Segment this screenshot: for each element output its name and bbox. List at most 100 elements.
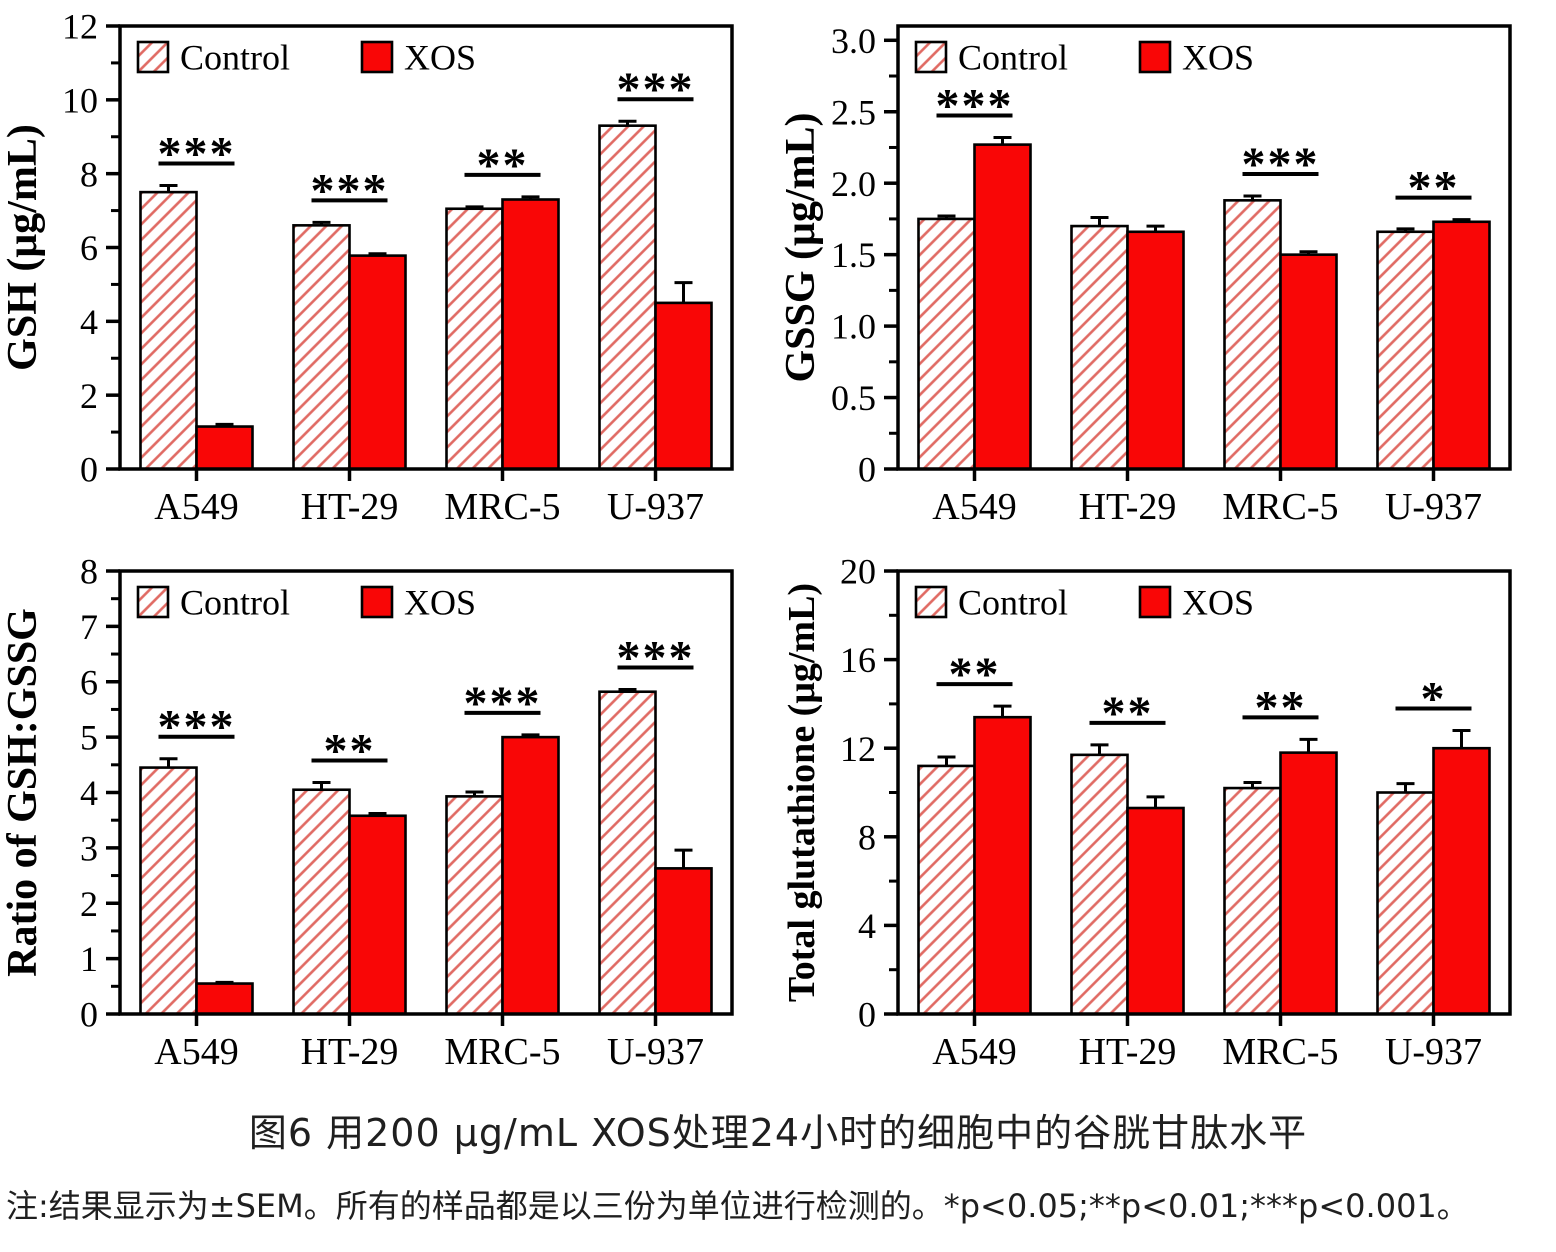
x-category-label-HT-29: HT-29 bbox=[301, 1031, 399, 1073]
legend-control-swatch bbox=[136, 40, 170, 74]
x-category-label-U-937: U-937 bbox=[607, 1031, 704, 1073]
significance-stars-U-937: *** bbox=[617, 63, 695, 116]
bar-xos-HT-29 bbox=[348, 254, 407, 471]
bar-control-A549 bbox=[917, 764, 976, 1016]
bar-xos-U-937 bbox=[1432, 746, 1491, 1016]
y-tick-label: 4 bbox=[80, 773, 98, 813]
chart-panel-gsh: *** A549 *** HT-29 ** MRC-5 *** U-937 0 2 4 6 8 10 12 G… bbox=[0, 0, 778, 545]
gsh-bar-chart: *** A549 *** HT-29 ** MRC-5 *** U-937 0 2 4 6 8 10 12 G… bbox=[0, 0, 778, 545]
y-tick-label: 3.0 bbox=[831, 21, 876, 61]
x-category-label-MRC-5: MRC-5 bbox=[1222, 1031, 1338, 1073]
y-axis-label: GSSG (μg/mL) bbox=[778, 112, 824, 382]
bar-control-HT-29 bbox=[292, 224, 351, 471]
chart-panel-ratio: *** A549 ** HT-29 *** MRC-5 *** U-937 0 1 2 3 4 5 6 7 8 R… bbox=[0, 545, 778, 1090]
legend-xos-label: XOS bbox=[404, 583, 476, 623]
y-tick-label: 10 bbox=[62, 80, 98, 120]
y-tick-label: 2 bbox=[80, 884, 98, 924]
x-category-label-U-937: U-937 bbox=[1385, 486, 1482, 528]
bar-control-HT-29 bbox=[1070, 224, 1129, 471]
y-tick-label: 2.0 bbox=[831, 164, 876, 204]
legend-xos-swatch bbox=[360, 40, 394, 74]
x-category-label-MRC-5: MRC-5 bbox=[1222, 486, 1338, 528]
significance-stars-A549: *** bbox=[158, 701, 236, 754]
x-category-label-HT-29: HT-29 bbox=[1079, 1031, 1177, 1073]
significance-stars-MRC-5: *** bbox=[464, 677, 542, 730]
legend-control-label: Control bbox=[180, 38, 290, 78]
legend-control-swatch bbox=[914, 40, 948, 74]
x-category-label-A549: A549 bbox=[154, 1031, 238, 1073]
y-tick-label: 8 bbox=[80, 552, 98, 592]
y-tick-label: 7 bbox=[80, 607, 98, 647]
bar-control-A549 bbox=[139, 190, 198, 471]
y-tick-label: 4 bbox=[80, 302, 98, 342]
significance-stars-A549: ** bbox=[949, 648, 1001, 701]
y-tick-label: 0 bbox=[80, 450, 98, 490]
y-axis-label: Ratio of GSH:GSSG bbox=[0, 608, 46, 977]
bar-control-U-937 bbox=[1376, 230, 1435, 471]
bar-control-MRC-5 bbox=[1223, 199, 1282, 471]
y-tick-label: 8 bbox=[80, 154, 98, 194]
y-tick-label: 6 bbox=[80, 662, 98, 702]
x-category-label-MRC-5: MRC-5 bbox=[444, 1031, 560, 1073]
bar-control-MRC-5 bbox=[445, 795, 504, 1016]
legend-control-swatch bbox=[914, 585, 948, 619]
bar-xos-A549 bbox=[973, 143, 1032, 471]
significance-stars-MRC-5: ** bbox=[477, 139, 529, 192]
legend-control-label: Control bbox=[958, 583, 1068, 623]
legend-xos-swatch bbox=[1138, 585, 1172, 619]
y-tick-label: 1 bbox=[80, 939, 98, 979]
x-category-label-A549: A549 bbox=[932, 1031, 1016, 1073]
bar-xos-MRC-5 bbox=[1279, 751, 1338, 1016]
significance-stars-U-937: ** bbox=[1408, 162, 1460, 215]
y-tick-label: 0.5 bbox=[831, 378, 876, 418]
y-tick-label: 12 bbox=[840, 729, 876, 769]
bar-xos-MRC-5 bbox=[501, 198, 560, 471]
x-category-label-U-937: U-937 bbox=[1385, 1031, 1482, 1073]
bar-control-MRC-5 bbox=[1223, 786, 1282, 1016]
y-tick-label: 20 bbox=[840, 552, 876, 592]
y-tick-label: 0 bbox=[858, 450, 876, 490]
total-glutathione-bar-chart: ** A549 ** HT-29 ** MRC-5 * U-937 0 4 8 12 16 20 Total… bbox=[778, 545, 1556, 1090]
legend-xos-swatch bbox=[1138, 40, 1172, 74]
significance-stars-MRC-5: *** bbox=[1242, 138, 1320, 191]
legend-xos-label: XOS bbox=[1182, 583, 1254, 623]
y-tick-label: 6 bbox=[80, 228, 98, 268]
bar-control-HT-29 bbox=[1070, 753, 1129, 1016]
bar-xos-A549 bbox=[973, 715, 1032, 1016]
significance-stars-U-937: *** bbox=[617, 632, 695, 685]
y-tick-label: 1.0 bbox=[831, 307, 876, 347]
legend-control-swatch bbox=[136, 585, 170, 619]
bar-xos-U-937 bbox=[654, 867, 713, 1016]
caption-block: 图6 用200 μg/mL XOS处理24小时的细胞中的谷胱甘肽水平 注:结果显… bbox=[0, 1102, 1556, 1227]
figure-note: 注:结果显示为±SEM。所有的样品都是以三份为单位进行检测的。*p<0.05;*… bbox=[6, 1187, 1469, 1225]
significance-stars-HT-29: ** bbox=[324, 725, 376, 778]
y-tick-label: 3 bbox=[80, 828, 98, 868]
chart-panel-total-glutathione: ** A549 ** HT-29 ** MRC-5 * U-937 0 4 8 12 16 20 Total… bbox=[778, 545, 1556, 1090]
significance-stars-MRC-5: ** bbox=[1255, 681, 1307, 734]
legend-xos-label: XOS bbox=[404, 38, 476, 78]
y-tick-label: 5 bbox=[80, 718, 98, 758]
x-category-label-HT-29: HT-29 bbox=[301, 486, 399, 528]
bar-control-A549 bbox=[917, 217, 976, 471]
x-category-label-U-937: U-937 bbox=[607, 486, 704, 528]
y-tick-label: 1.5 bbox=[831, 235, 876, 275]
significance-stars-HT-29: ** bbox=[1102, 687, 1154, 740]
legend-xos-swatch bbox=[360, 585, 394, 619]
significance-stars-U-937: * bbox=[1421, 672, 1447, 725]
plot-border bbox=[896, 24, 1512, 471]
y-tick-label: 2.5 bbox=[831, 92, 876, 132]
figure-caption: 图6 用200 μg/mL XOS处理24小时的细胞中的谷胱甘肽水平 bbox=[248, 1111, 1308, 1155]
y-axis-label: GSH (μg/mL) bbox=[0, 124, 46, 371]
bar-control-HT-29 bbox=[292, 788, 351, 1016]
bar-control-U-937 bbox=[598, 124, 657, 471]
significance-stars-A549: *** bbox=[158, 127, 236, 180]
bar-xos-MRC-5 bbox=[501, 735, 560, 1016]
significance-stars-HT-29: *** bbox=[311, 164, 389, 217]
x-category-label-A549: A549 bbox=[932, 486, 1016, 528]
charts-grid: *** A549 *** HT-29 ** MRC-5 *** U-937 0 2 4 6 8 10 12 G… bbox=[0, 0, 1556, 1090]
bar-control-A549 bbox=[139, 766, 198, 1016]
x-category-label-HT-29: HT-29 bbox=[1079, 486, 1177, 528]
legend-control-label: Control bbox=[958, 38, 1068, 78]
bar-xos-HT-29 bbox=[348, 814, 407, 1016]
